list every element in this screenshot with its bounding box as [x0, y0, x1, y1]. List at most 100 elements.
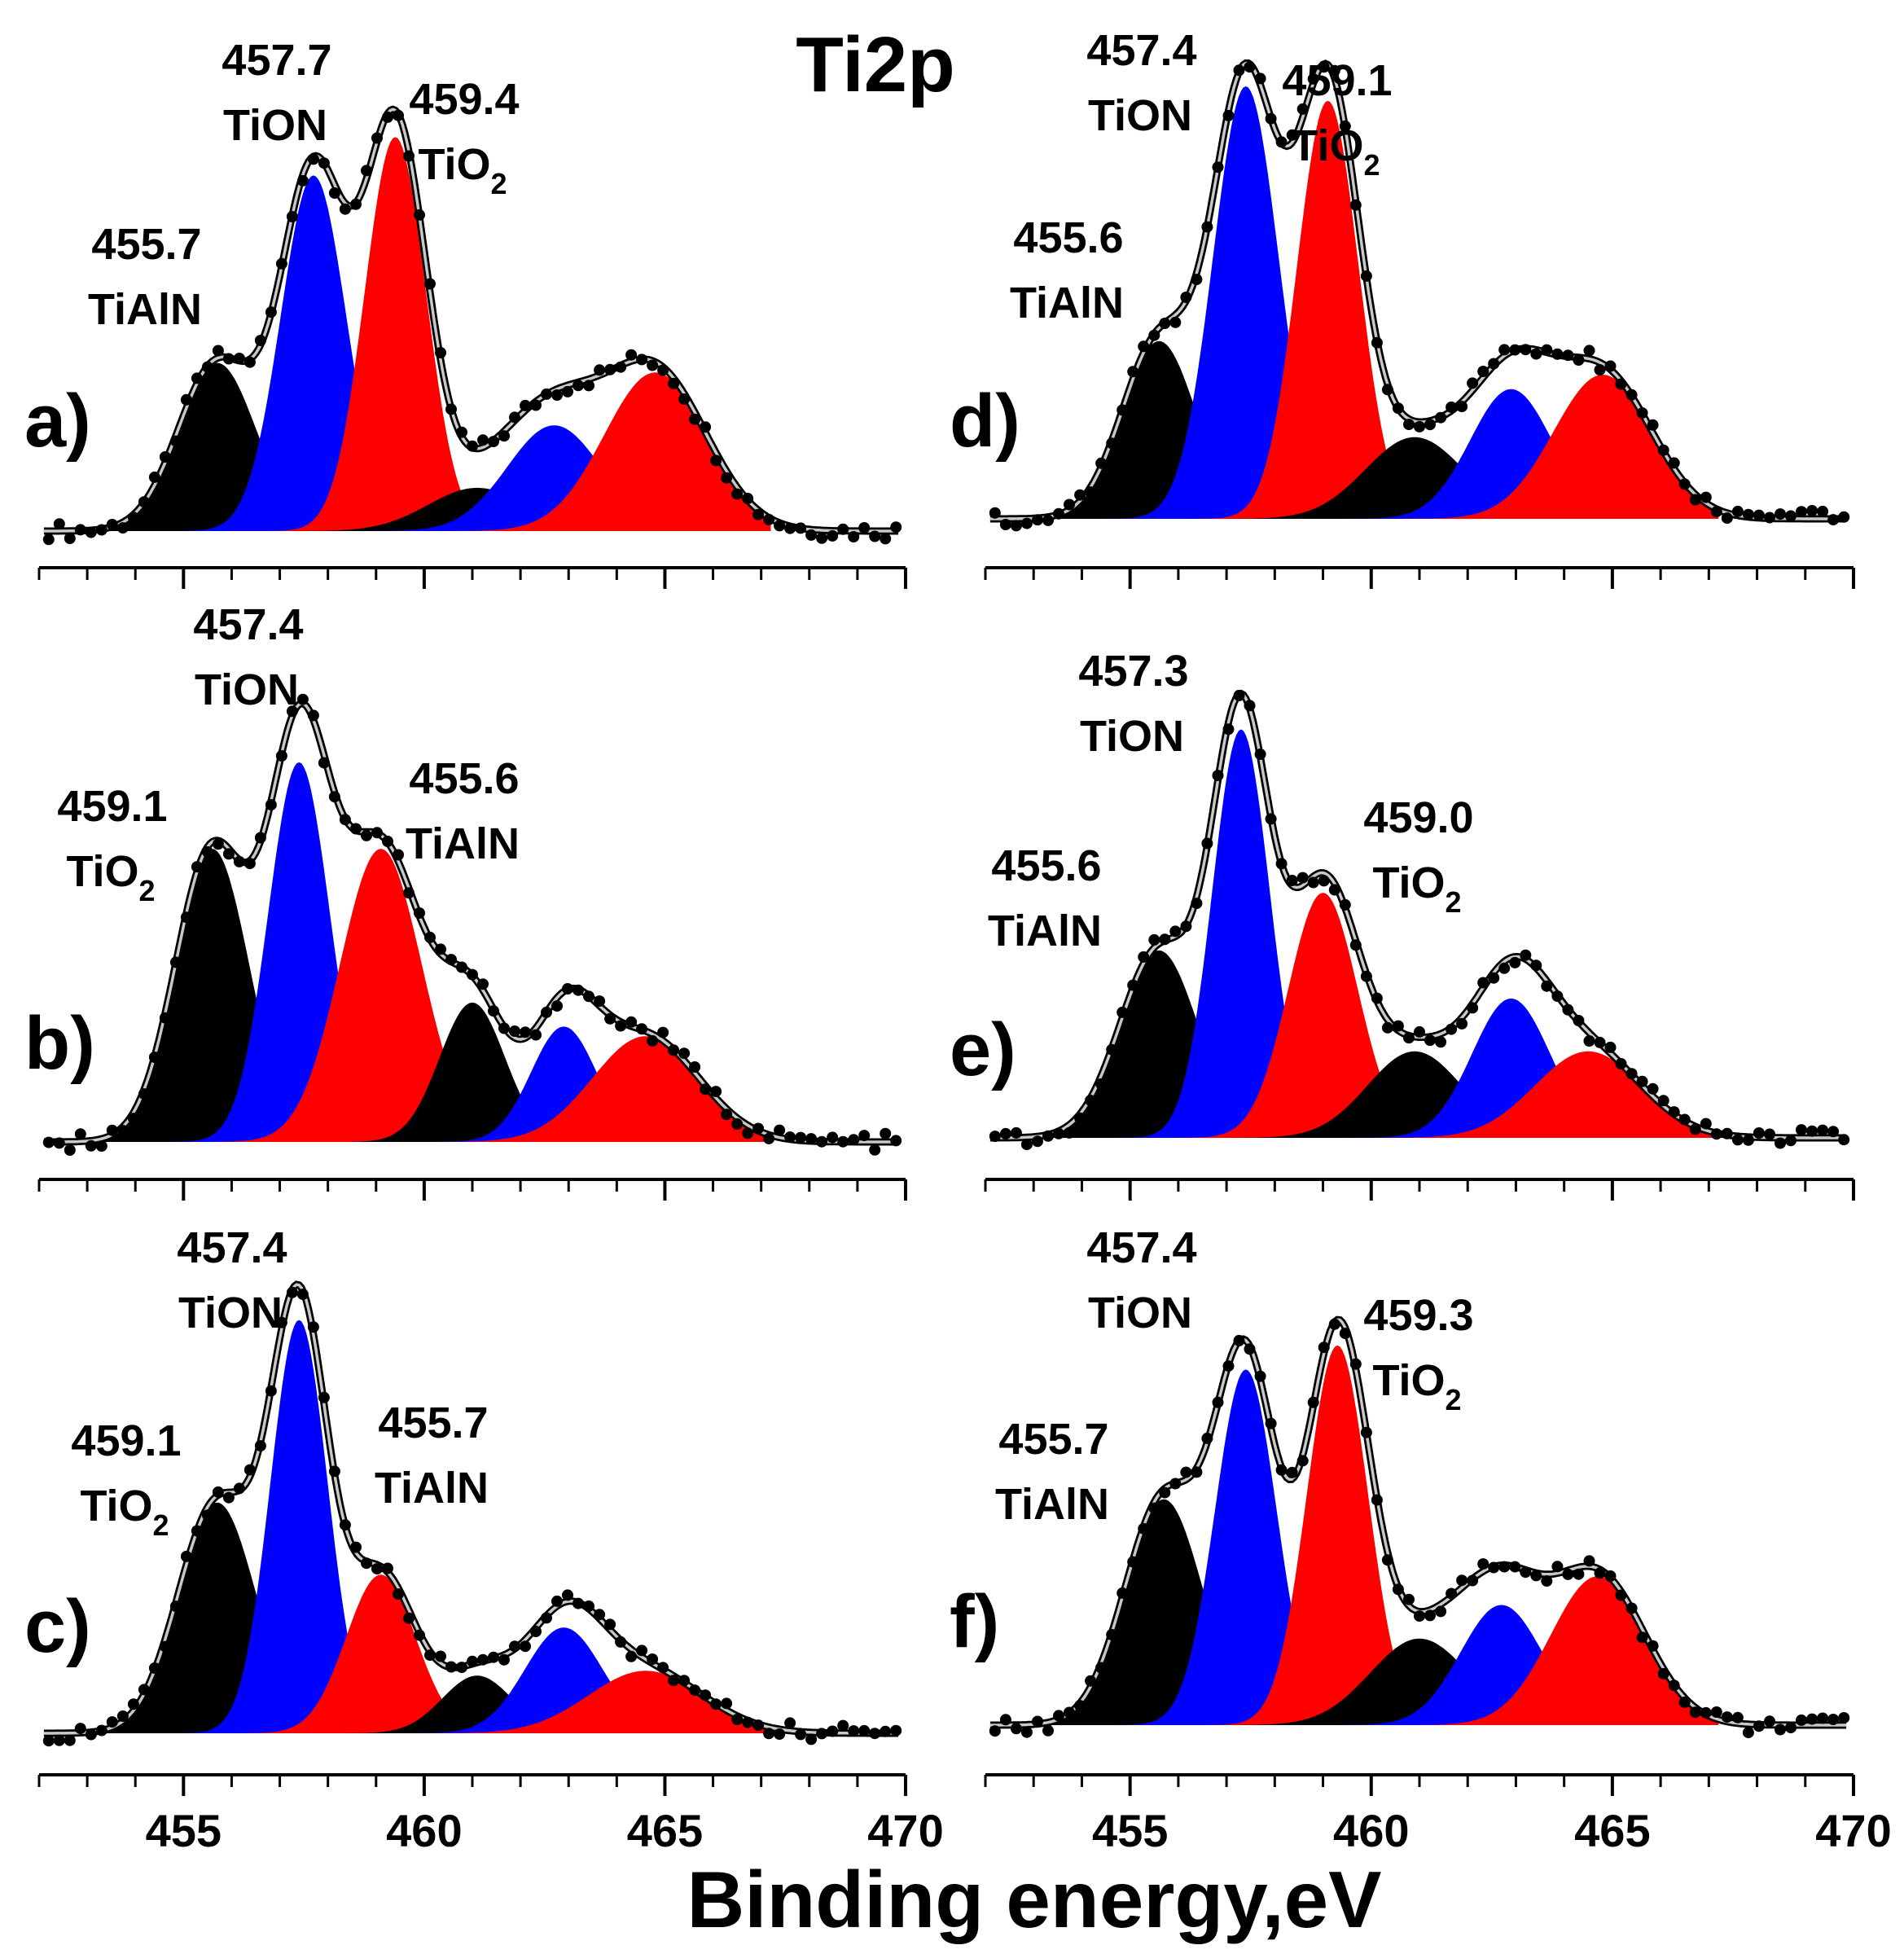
data-point [1838, 1134, 1850, 1146]
data-point [1625, 389, 1638, 401]
data-point [371, 1563, 383, 1575]
data-point [1689, 1706, 1701, 1719]
data-point [668, 1675, 680, 1687]
data-point [1456, 401, 1468, 413]
data-point [191, 861, 203, 873]
data-point [1509, 1561, 1521, 1573]
data-point [710, 1698, 722, 1710]
data-point [1678, 1113, 1691, 1126]
peak-energy-label: 459.0 [1363, 793, 1473, 842]
data-point [1265, 1417, 1277, 1429]
data-point [307, 709, 319, 722]
data-point [371, 132, 383, 144]
data-point [1668, 457, 1680, 469]
data-point [1764, 1128, 1775, 1140]
data-point [689, 413, 701, 425]
panel-b: b) 457.4 TiON 455.6 TiAlN 459.1 TiO2 [24, 600, 907, 1201]
data-point [1657, 1095, 1669, 1107]
data-point [1753, 509, 1765, 521]
data-point [530, 1626, 542, 1637]
data-point [64, 1144, 76, 1156]
data-point [1010, 1126, 1022, 1139]
data-point [1827, 514, 1840, 526]
data-point [456, 1662, 467, 1674]
data-point [1307, 876, 1319, 889]
data-point [1731, 1134, 1744, 1146]
x-tick-label: 470 [867, 1805, 943, 1856]
panel-e: e) 457.3 TiON 459.0 TiO2 455.6 TiAlN [950, 647, 1855, 1201]
data-point [678, 1047, 691, 1060]
data-point [1647, 1082, 1659, 1095]
data-point [424, 1649, 436, 1662]
data-point [1053, 1710, 1064, 1722]
data-point [1615, 1589, 1627, 1601]
data-point [1233, 689, 1245, 701]
data-point [1042, 1724, 1054, 1737]
peak-component-label: TiON [223, 101, 327, 150]
data-point [424, 931, 436, 943]
data-point [731, 1714, 744, 1725]
data-point [1657, 444, 1669, 456]
data-point [414, 1629, 425, 1641]
component-name: TiAlN [988, 907, 1102, 955]
data-point [393, 849, 404, 861]
data-point [1583, 345, 1595, 357]
peak-component-label: TiAlN [88, 285, 202, 334]
data-point [435, 943, 446, 955]
x-axis-label: Binding energy,eV [687, 1855, 1381, 1944]
data-point [625, 1016, 638, 1028]
data-point [1265, 112, 1277, 125]
data-point [95, 524, 107, 536]
data-point [1328, 1318, 1340, 1330]
data-point [1604, 1570, 1617, 1582]
data-point [1551, 348, 1564, 360]
component-tialn-3 [1033, 1638, 1719, 1725]
data-point [148, 1662, 160, 1674]
data-point [361, 165, 372, 177]
data-point [265, 306, 277, 318]
data-point [890, 1135, 902, 1147]
data-point [1583, 1035, 1595, 1047]
data-point [1424, 419, 1436, 431]
x-tick-label: 455 [146, 1805, 222, 1856]
data-point [1328, 884, 1340, 896]
data-point [477, 1653, 489, 1666]
data-point [1573, 354, 1585, 366]
data-point [890, 521, 902, 534]
peak-energy-label: 455.7 [378, 1399, 488, 1447]
data-point [604, 1618, 616, 1631]
component-name: TiAlN [88, 285, 202, 334]
data-point [1541, 344, 1553, 356]
data-point [191, 372, 203, 384]
data-point [498, 1653, 510, 1666]
data-point [1710, 1128, 1722, 1140]
data-point [1551, 1561, 1564, 1573]
data-point [1085, 1095, 1097, 1106]
data-point [488, 1651, 499, 1663]
data-point [805, 1133, 818, 1145]
data-point [1254, 72, 1266, 85]
data-point [275, 257, 287, 270]
data-point [1594, 1567, 1606, 1579]
data-point [1573, 1015, 1585, 1026]
data-point [1286, 875, 1298, 886]
component-subscript: 2 [1445, 885, 1461, 919]
data-point [1148, 1502, 1160, 1514]
data-point [456, 426, 467, 438]
data-point [1254, 749, 1266, 760]
data-point [265, 799, 277, 811]
data-point [286, 211, 298, 222]
figure-title: Ti2p [796, 21, 955, 108]
data-point [1785, 510, 1797, 522]
data-point [361, 829, 372, 841]
data-point [827, 1725, 839, 1737]
component-name: TiAlN [995, 1480, 1109, 1529]
data-point [795, 1728, 807, 1741]
peak-energy-label: 455.6 [991, 841, 1101, 890]
data-point [551, 389, 563, 401]
data-point [74, 1723, 86, 1735]
data-point [1742, 508, 1754, 520]
data-point [1381, 1021, 1393, 1034]
data-point [520, 1640, 531, 1653]
data-point [848, 1725, 860, 1737]
